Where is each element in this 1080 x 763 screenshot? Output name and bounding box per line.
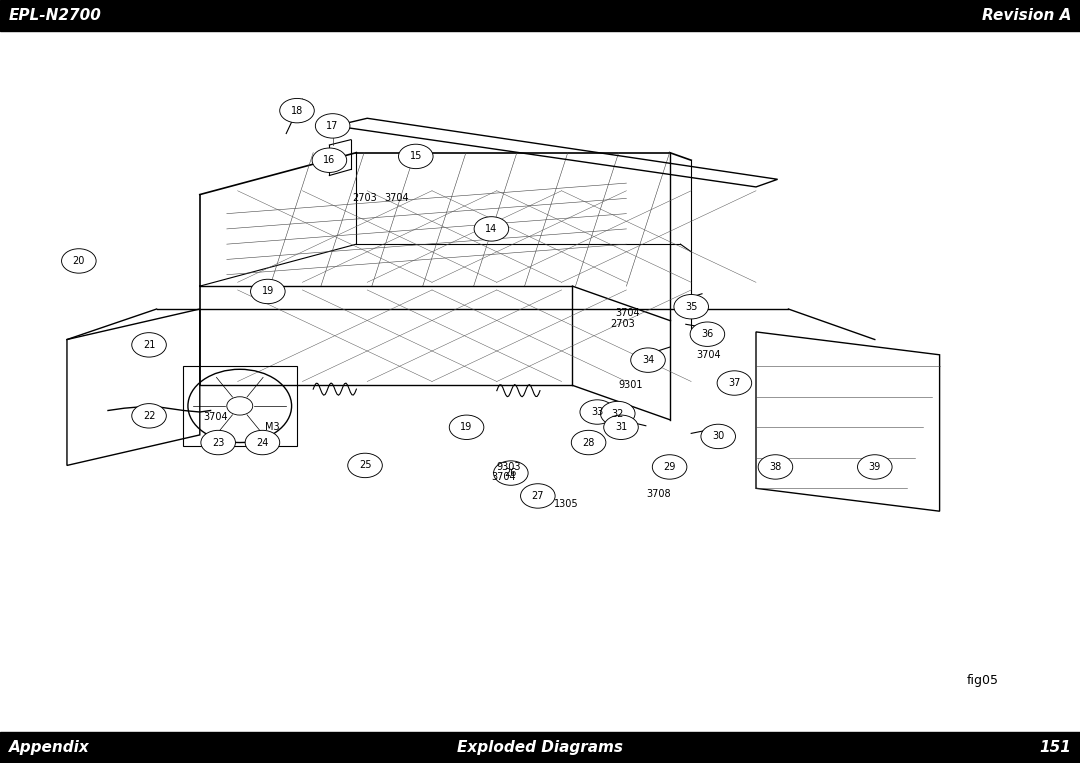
Text: 21: 21 — [143, 340, 156, 350]
Circle shape — [571, 430, 606, 455]
Circle shape — [399, 144, 433, 169]
Text: Appendix: Appendix — [9, 740, 90, 755]
Bar — [0, 0, 1080, 31]
Text: 24: 24 — [256, 437, 269, 448]
Circle shape — [280, 98, 314, 123]
Circle shape — [521, 484, 555, 508]
Text: 16: 16 — [323, 155, 336, 166]
Circle shape — [580, 400, 615, 424]
Text: 26: 26 — [504, 468, 517, 478]
Text: 9303: 9303 — [497, 462, 522, 472]
Circle shape — [758, 455, 793, 479]
Bar — [0, 732, 1080, 763]
Circle shape — [449, 415, 484, 439]
Text: 34: 34 — [642, 355, 654, 365]
Text: 3704: 3704 — [616, 307, 640, 318]
Circle shape — [132, 333, 166, 357]
Text: 151: 151 — [1039, 740, 1071, 755]
Text: 35: 35 — [685, 301, 698, 312]
Circle shape — [474, 217, 509, 241]
Circle shape — [62, 249, 96, 273]
Text: 29: 29 — [663, 462, 676, 472]
Circle shape — [690, 322, 725, 346]
Circle shape — [132, 404, 166, 428]
Circle shape — [631, 348, 665, 372]
Text: 19: 19 — [460, 422, 473, 433]
Text: 30: 30 — [712, 431, 725, 442]
Text: 38: 38 — [769, 462, 782, 472]
Text: fig05: fig05 — [967, 674, 999, 687]
Text: 19: 19 — [261, 286, 274, 297]
Text: Revision A: Revision A — [982, 8, 1071, 23]
Text: 1305: 1305 — [554, 498, 579, 509]
Circle shape — [674, 295, 708, 319]
Circle shape — [652, 455, 687, 479]
Text: M3: M3 — [265, 422, 280, 433]
Circle shape — [858, 455, 892, 479]
Text: 28: 28 — [582, 437, 595, 448]
Text: 31: 31 — [615, 422, 627, 433]
Text: 39: 39 — [868, 462, 881, 472]
Text: Exploded Diagrams: Exploded Diagrams — [457, 740, 623, 755]
Circle shape — [201, 430, 235, 455]
Text: 27: 27 — [531, 491, 544, 501]
Text: 15: 15 — [409, 151, 422, 162]
Circle shape — [245, 430, 280, 455]
Text: 3708: 3708 — [646, 489, 671, 500]
Text: 36: 36 — [701, 329, 714, 340]
Text: 14: 14 — [485, 224, 498, 234]
Circle shape — [717, 371, 752, 395]
Text: 23: 23 — [212, 437, 225, 448]
Text: 25: 25 — [359, 460, 372, 471]
Text: 2703: 2703 — [610, 319, 635, 330]
Circle shape — [600, 401, 635, 426]
Circle shape — [312, 148, 347, 172]
Circle shape — [701, 424, 735, 449]
Circle shape — [604, 415, 638, 439]
Text: 3704: 3704 — [697, 349, 721, 360]
Text: 33: 33 — [591, 407, 604, 417]
Text: 22: 22 — [143, 410, 156, 421]
Text: 32: 32 — [611, 408, 624, 419]
Text: 9301: 9301 — [619, 380, 644, 391]
Circle shape — [494, 461, 528, 485]
Circle shape — [348, 453, 382, 478]
Text: 3704: 3704 — [491, 472, 516, 482]
Circle shape — [315, 114, 350, 138]
Circle shape — [251, 279, 285, 304]
Text: 3704: 3704 — [203, 412, 228, 423]
Text: 37: 37 — [728, 378, 741, 388]
Text: 3704: 3704 — [384, 193, 409, 204]
Text: 2703: 2703 — [352, 193, 377, 204]
Text: 20: 20 — [72, 256, 85, 266]
Text: 18: 18 — [291, 105, 303, 116]
Text: 17: 17 — [326, 121, 339, 131]
Text: EPL-N2700: EPL-N2700 — [9, 8, 102, 23]
